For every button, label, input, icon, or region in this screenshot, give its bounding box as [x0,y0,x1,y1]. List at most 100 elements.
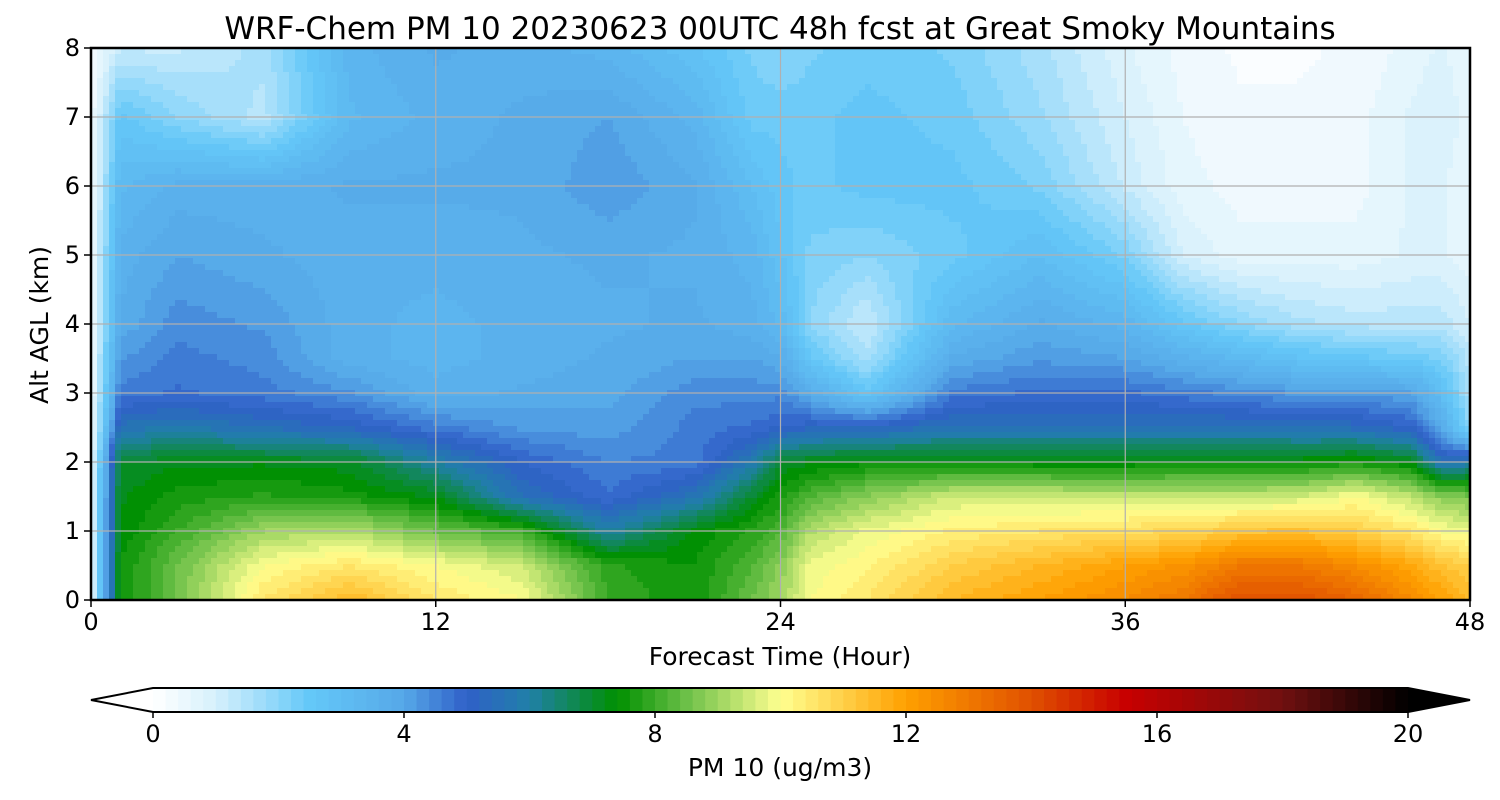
heatmap-cell [1135,108,1142,115]
heatmap-cell [1453,144,1460,151]
heatmap-cell [625,102,632,109]
heatmap-cell [721,132,728,139]
heatmap-cell [517,108,524,115]
heatmap-cell [1381,132,1388,139]
heatmap-cell [1153,126,1160,133]
heatmap-cell [961,84,968,91]
heatmap-cell [613,54,620,61]
heatmap-cell [967,132,974,139]
heatmap-cell [871,162,878,169]
heatmap-cell [1423,60,1430,67]
heatmap-cell [817,168,824,175]
heatmap-cell [769,54,776,61]
heatmap-cell [163,138,170,145]
heatmap-cell [739,174,746,181]
heatmap-cell [235,60,242,67]
heatmap-cell [175,156,182,163]
heatmap-cell [1447,48,1454,55]
heatmap-cell [187,138,194,145]
heatmap-cell [505,66,512,73]
heatmap-cell [655,54,662,61]
heatmap-cell [907,120,914,127]
heatmap-cell [583,66,590,73]
heatmap-cell [817,132,824,139]
heatmap-cell [1447,60,1454,67]
heatmap-cell [733,162,740,169]
heatmap-cell [1117,144,1124,151]
heatmap-cell [991,174,998,181]
heatmap-cell [751,132,758,139]
heatmap-cell [109,126,116,133]
heatmap-cell [271,72,278,79]
heatmap-cell [1291,150,1298,157]
heatmap-cell [1165,72,1172,79]
heatmap-cell [733,66,740,73]
heatmap-cell [1135,72,1142,79]
heatmap-cell [235,78,242,85]
heatmap-cell [277,138,284,145]
heatmap-cell [991,126,998,133]
heatmap-cell [445,108,452,115]
heatmap-cell [1459,78,1466,85]
heatmap-cell [697,150,704,157]
heatmap-cell [1267,96,1274,103]
heatmap-cell [1291,90,1298,97]
heatmap-cell [1093,66,1100,73]
heatmap-cell [127,150,134,157]
heatmap-cell [1231,138,1238,145]
heatmap-cell [1135,60,1142,67]
heatmap-cell [1111,138,1118,145]
heatmap-cell [799,120,806,127]
heatmap-cell [985,72,992,79]
heatmap-cell [949,150,956,157]
heatmap-cell [235,96,242,103]
heatmap-cell [1135,78,1142,85]
heatmap-cell [325,72,332,79]
heatmap-cell [1033,102,1040,109]
heatmap-cell [187,132,194,139]
heatmap-cell [739,54,746,61]
heatmap-cell [1099,156,1106,163]
heatmap-cell [931,174,938,181]
heatmap-cell [1249,126,1256,133]
heatmap-cell [835,48,842,55]
heatmap-cell [127,168,134,175]
heatmap-cell [847,96,854,103]
heatmap-cell [1405,132,1412,139]
heatmap-cell [1225,96,1232,103]
heatmap-cell [727,96,734,103]
heatmap-cell [1117,120,1124,127]
heatmap-cell [1039,72,1046,79]
heatmap-cell [1039,90,1046,97]
heatmap-cell [973,78,980,85]
heatmap-cell [1447,90,1454,97]
heatmap-cell [421,162,428,169]
heatmap-cell [1165,90,1172,97]
heatmap-cell [853,120,860,127]
heatmap-cell [367,150,374,157]
heatmap-cell [349,108,356,115]
heatmap-cell [1093,150,1100,157]
heatmap-cell [745,48,752,55]
heatmap-cell [871,174,878,181]
heatmap-cell [127,84,134,91]
heatmap-cell [865,66,872,73]
heatmap-cell [181,132,188,139]
heatmap-cell [1405,120,1412,127]
heatmap-cell [475,162,482,169]
heatmap-cell [367,54,374,61]
heatmap-cell [1381,96,1388,103]
heatmap-cell [961,102,968,109]
heatmap-cell [103,120,110,127]
heatmap-cell [337,84,344,91]
heatmap-cell [1405,84,1412,91]
heatmap-cell [1321,84,1328,91]
heatmap-cell [1159,102,1166,109]
heatmap-cell [403,66,410,73]
heatmap-cell [703,162,710,169]
heatmap-cell [151,96,158,103]
heatmap-cell [1315,156,1322,163]
heatmap-cell [667,126,674,133]
heatmap-cell [409,150,416,157]
heatmap-cell [355,102,362,109]
